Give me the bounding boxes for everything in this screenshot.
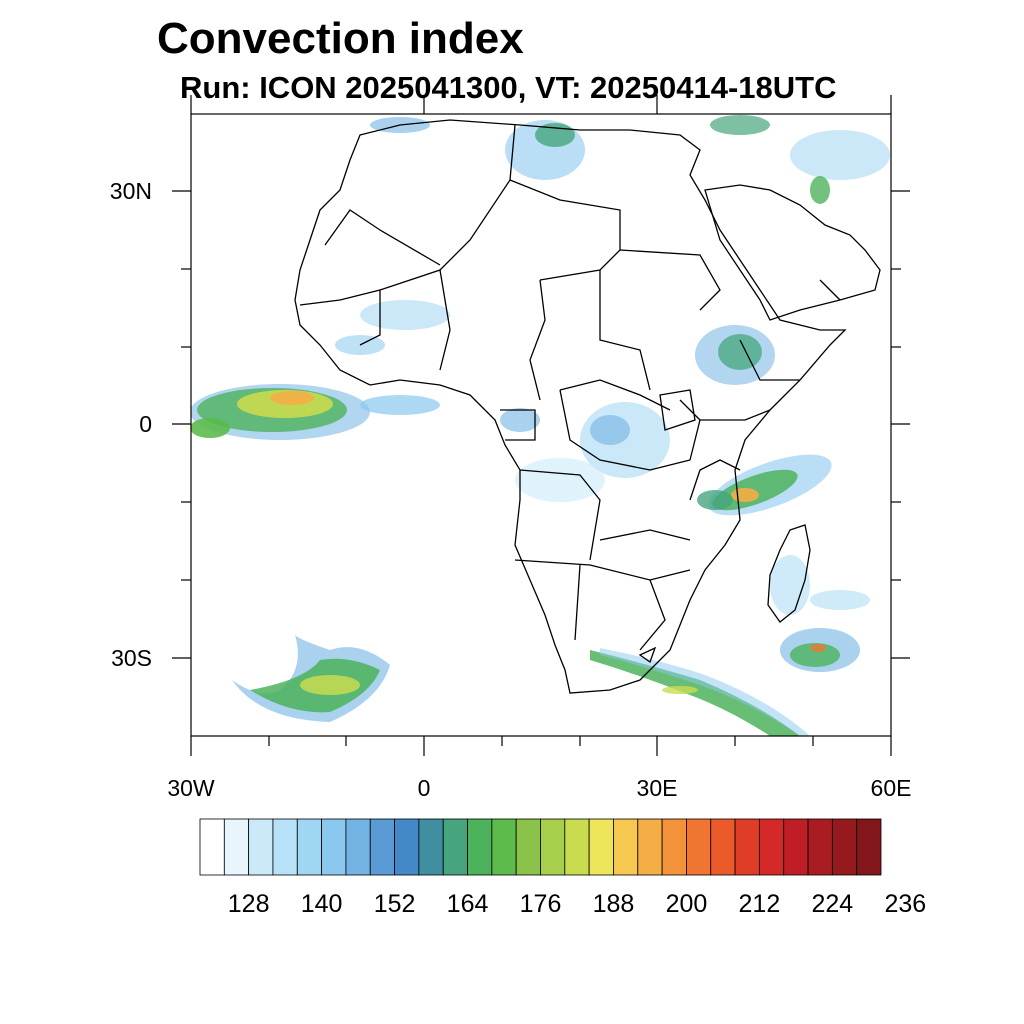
colorbar-swatch — [442, 818, 468, 876]
colorbar-swatch — [564, 818, 590, 876]
colorbar-tick-label: 164 — [447, 890, 489, 918]
colorbar-tick-label: 128 — [228, 890, 270, 918]
colorbar-swatch — [783, 818, 809, 876]
colorbar-swatch — [807, 818, 833, 876]
colorbar-swatch — [248, 818, 274, 876]
colorbar-swatch — [199, 818, 225, 876]
colorbar-swatch — [321, 818, 347, 876]
colorbar-swatch — [418, 818, 444, 876]
colorbar-swatch — [515, 818, 541, 876]
colorbar-tick-label: 176 — [520, 890, 562, 918]
lat-label-0: 0 — [139, 411, 152, 437]
lon-label-30e: 30E — [636, 775, 678, 801]
colorbar-tick-label: 212 — [739, 890, 781, 918]
colorbar-tick-label: 224 — [812, 890, 854, 918]
colorbar-swatch — [710, 818, 736, 876]
colorbar-swatch — [394, 818, 420, 876]
colorbar-swatch — [686, 818, 712, 876]
colorbar-swatch — [831, 818, 858, 876]
colorbar-tick-label: 200 — [666, 890, 708, 918]
colorbar-swatch — [661, 818, 687, 876]
colorbar-swatch — [491, 818, 517, 876]
colorbar-swatch — [758, 818, 785, 876]
colorbar-tick-label: 188 — [593, 890, 635, 918]
run-valid-time-subtitle: Run: ICON 2025041300, VT: 20250414-18UTC — [180, 70, 837, 105]
colorbar-tick-label: 140 — [301, 890, 343, 918]
colorbar-tick-label: 152 — [374, 890, 416, 918]
colorbar-swatch — [223, 818, 250, 876]
lat-label-30n: 30N — [109, 178, 152, 204]
colorbar-swatch — [734, 818, 760, 876]
lon-label-0: 0 — [417, 775, 431, 801]
colorbar-swatch — [613, 818, 639, 876]
lon-label-30w: 30W — [167, 775, 215, 801]
colorbar-swatch — [856, 818, 882, 876]
lon-label-60e: 60E — [870, 775, 912, 801]
convection-field — [191, 115, 890, 736]
plot-frame — [190, 113, 892, 737]
map-title: Convection index — [157, 14, 524, 63]
colorbar-tick-label: 236 — [884, 890, 926, 918]
colorbar-swatch — [588, 818, 614, 876]
colorbar-swatch — [540, 818, 566, 876]
colorbar-swatch — [345, 818, 371, 876]
colorbar-swatch — [296, 818, 323, 876]
colorbar-swatch — [637, 818, 663, 876]
colorbar-swatch — [369, 818, 395, 876]
colorbar-swatch — [272, 818, 298, 876]
lat-label-30s: 30S — [111, 645, 152, 671]
coastlines-and-borders — [294, 119, 881, 694]
colorbar-swatch — [467, 818, 493, 876]
axis-ticks — [172, 95, 910, 756]
